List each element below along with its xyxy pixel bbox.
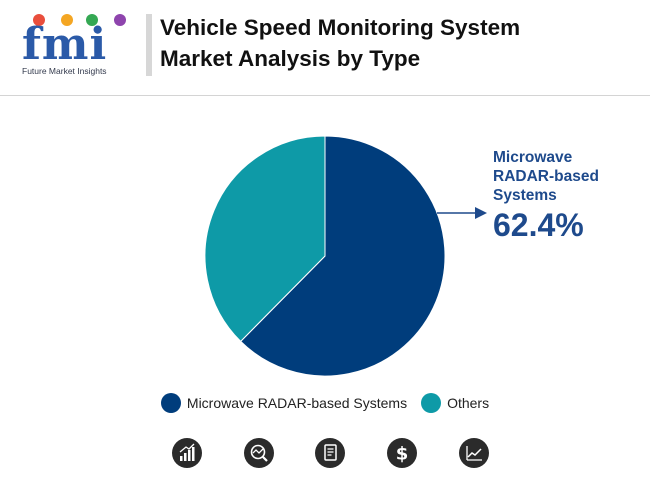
trend-chart-icon[interactable] xyxy=(459,438,489,468)
title-line-1: Vehicle Speed Monitoring System xyxy=(160,15,521,40)
page-title: Vehicle Speed Monitoring System Market A… xyxy=(160,12,630,74)
title-line-2: Market Analysis by Type xyxy=(160,46,421,71)
logo-text: fmi xyxy=(22,19,108,70)
bar-chart-icon[interactable] xyxy=(172,438,202,468)
legend-item-microwave: Microwave RADAR-based Systems xyxy=(160,393,408,413)
document-icon[interactable] xyxy=(315,438,345,468)
logo-dot-icon xyxy=(61,14,73,26)
svg-text:$: $ xyxy=(396,444,409,465)
callout-value: 62.4% xyxy=(493,207,584,243)
header: fmi Future Market Insights Vehicle Speed… xyxy=(0,0,650,96)
pie-chart xyxy=(204,135,487,377)
legend: Microwave RADAR-based Systems Others xyxy=(0,392,650,414)
header-rule xyxy=(0,95,650,96)
callout: Microwave RADAR-based Systems 62.4% xyxy=(493,148,643,243)
logo-dot-icon xyxy=(114,14,126,26)
pie-slice-microwave xyxy=(239,135,446,377)
pie-slice-others xyxy=(204,135,326,343)
legend-label-others: Others xyxy=(447,395,490,411)
legend-item-others: Others xyxy=(421,393,489,413)
legend-swatch-microwave xyxy=(160,393,181,413)
magnifier-chart-icon[interactable] xyxy=(244,438,274,468)
header-divider xyxy=(146,14,152,76)
footer-icons: $ xyxy=(0,438,650,468)
dollar-icon[interactable]: $ xyxy=(387,438,417,468)
callout-label-line-3: Systems xyxy=(493,187,557,204)
logo-tagline: Future Market Insights xyxy=(22,66,107,76)
legend-label-microwave: Microwave RADAR-based Systems xyxy=(186,395,408,411)
callout-label-line-2: RADAR-based xyxy=(493,168,599,185)
logo-dot-icon xyxy=(33,14,45,26)
callout-label-line-1: Microwave xyxy=(493,149,573,166)
logo-dot-icon xyxy=(86,14,98,26)
legend-swatch-others xyxy=(421,393,442,413)
logo: fmi Future Market Insights xyxy=(22,12,134,80)
